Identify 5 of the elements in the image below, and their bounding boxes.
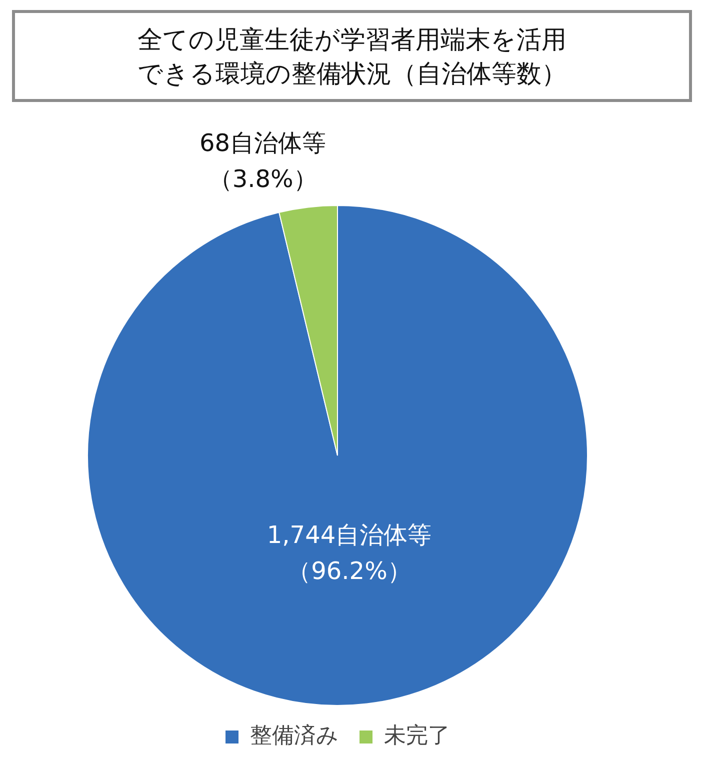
- chart-title: 全ての児童生徒が学習者用端末を活用できる環境の整備状況（自治体等数）: [12, 10, 692, 102]
- data-label: 68自治体等（3.8%）: [200, 128, 326, 193]
- legend-label: 未完了: [384, 724, 450, 749]
- data-label: 1,744自治体等（96.2%）: [266, 521, 432, 586]
- legend-label: 整備済み: [250, 724, 339, 749]
